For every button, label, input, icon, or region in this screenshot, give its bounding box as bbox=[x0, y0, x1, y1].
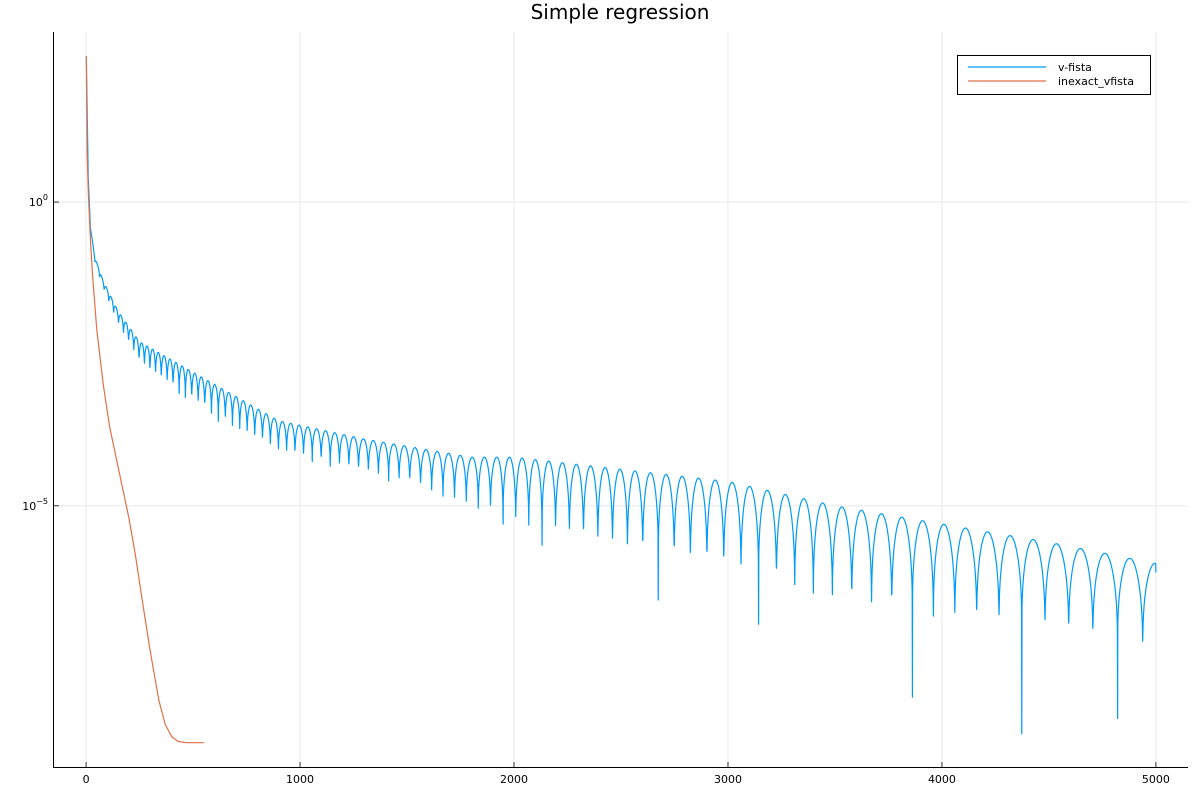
y-tick-label: 10−5 bbox=[22, 497, 48, 513]
x-tick-label: 1000 bbox=[286, 773, 314, 786]
legend: v-fista inexact_vfista bbox=[957, 55, 1151, 95]
x-tick-label: 5000 bbox=[1142, 773, 1170, 786]
x-tick-label: 4000 bbox=[928, 773, 956, 786]
chart-title: Simple regression bbox=[531, 0, 710, 24]
axes bbox=[53, 32, 1188, 768]
x-tick-label: 2000 bbox=[500, 773, 528, 786]
grid bbox=[54, 32, 1188, 767]
series-layer bbox=[85, 56, 1157, 744]
y-tick-label: 100 bbox=[29, 193, 48, 209]
legend-label-v-fista: v-fista bbox=[1058, 61, 1092, 74]
x-tick-label: 3000 bbox=[714, 773, 742, 786]
y-ticks: 100 10−5 bbox=[22, 193, 59, 513]
x-tick-label: 0 bbox=[83, 773, 90, 786]
series-line-v-fista bbox=[85, 56, 1157, 735]
series-line-inexact-vfista bbox=[85, 56, 204, 744]
legend-label-inexact-vfista: inexact_vfista bbox=[1058, 75, 1134, 88]
x-ticks: 0 1000 2000 3000 4000 5000 bbox=[83, 762, 1170, 786]
legend-box bbox=[957, 55, 1151, 95]
